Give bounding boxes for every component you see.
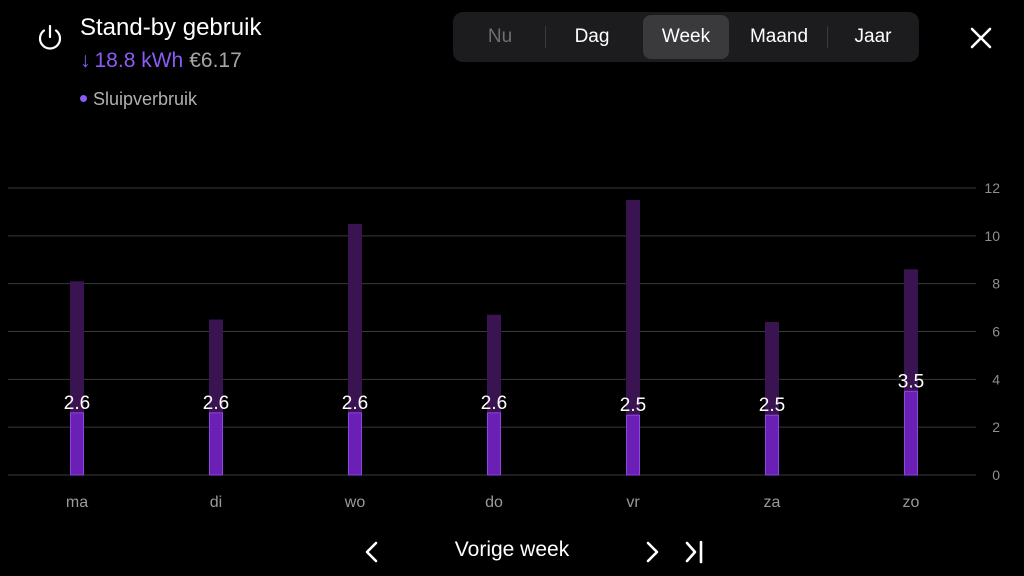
y-tick-label: 6 bbox=[992, 324, 1000, 340]
bar-total bbox=[348, 223, 362, 475]
x-tick-label: do bbox=[485, 494, 503, 511]
data-label: 2.5 bbox=[620, 395, 646, 416]
y-tick-label: 0 bbox=[992, 467, 1000, 483]
x-tick-label: zo bbox=[903, 494, 920, 511]
tab-jaar[interactable]: Jaar bbox=[854, 26, 892, 47]
x-tick-label: vr bbox=[626, 494, 640, 511]
arrow-down-icon: ↓ bbox=[80, 49, 91, 72]
period-navigation: Vorige week bbox=[0, 530, 1024, 574]
close-icon[interactable] bbox=[966, 22, 996, 54]
data-label: 2.5 bbox=[759, 395, 785, 416]
period-selector: Nu Dag Week Maand Jaar bbox=[453, 12, 919, 62]
legend-dot bbox=[80, 94, 87, 102]
bar-standby bbox=[70, 412, 84, 476]
y-tick-label: 8 bbox=[992, 276, 1000, 292]
data-label: 3.5 bbox=[898, 371, 924, 392]
tab-separator bbox=[827, 26, 828, 48]
y-tick-label: 12 bbox=[984, 180, 1000, 196]
x-tick-label: wo bbox=[344, 494, 366, 511]
tab-dag[interactable]: Dag bbox=[574, 26, 610, 47]
bar-standby bbox=[626, 414, 640, 476]
power-icon bbox=[38, 24, 62, 50]
header: Stand-by gebruik ↓ 18.8 kWh €6.17 Sluipver… bbox=[0, 0, 1024, 120]
bar-standby bbox=[765, 414, 779, 476]
tab-separator bbox=[545, 26, 546, 48]
bar-standby bbox=[904, 390, 918, 476]
data-label: 2.6 bbox=[481, 393, 507, 414]
y-tick-label: 10 bbox=[984, 228, 1000, 244]
bar-standby bbox=[209, 412, 223, 476]
y-tick-label: 4 bbox=[992, 371, 1000, 387]
usage-summary: ↓ 18.8 kWh €6.17 bbox=[80, 49, 242, 73]
bar-standby bbox=[348, 412, 362, 476]
period-label: Vorige week bbox=[454, 538, 570, 561]
x-tick-label: ma bbox=[66, 494, 88, 511]
bar-standby bbox=[487, 412, 501, 476]
tab-maand[interactable]: Maand bbox=[749, 26, 809, 47]
data-label: 2.6 bbox=[203, 393, 229, 414]
tab-week[interactable]: Week bbox=[643, 15, 729, 59]
energy-value: 18.8 kWh bbox=[94, 49, 184, 72]
tab-nu[interactable]: Nu bbox=[487, 26, 513, 47]
bar-total bbox=[626, 199, 640, 476]
page-title: Stand-by gebruik bbox=[80, 14, 262, 41]
skip-to-end-icon[interactable] bbox=[681, 536, 709, 568]
data-label: 2.6 bbox=[64, 393, 90, 414]
y-tick-label: 2 bbox=[992, 419, 1000, 435]
legend: Sluipverbruik bbox=[80, 89, 197, 110]
x-tick-label: za bbox=[764, 494, 781, 511]
data-label: 2.6 bbox=[342, 393, 368, 414]
legend-label: Sluipverbruik bbox=[93, 89, 198, 109]
standby-usage-chart: 0 2 4 6 8 10 12 2.6 ma 2.6 di 2.6 wo 2.6 do 2.5 vr 2.5 za 3… bbox=[8, 180, 1000, 511]
chevron-right-icon[interactable] bbox=[638, 536, 666, 568]
cost-value: €6.17 bbox=[189, 49, 242, 72]
x-tick-label: di bbox=[210, 494, 222, 511]
chevron-left-icon[interactable] bbox=[358, 536, 386, 568]
